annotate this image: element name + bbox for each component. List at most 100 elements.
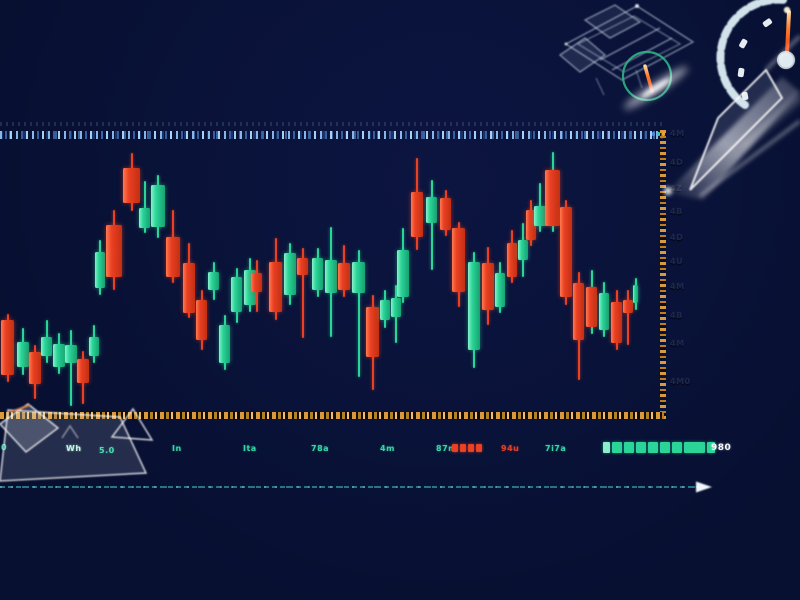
chart-border-bottom [0, 412, 664, 419]
candlestick [440, 198, 451, 230]
candlestick [65, 345, 77, 363]
candlestick [526, 210, 536, 240]
green-bar-segment [603, 442, 610, 453]
candlestick [338, 263, 350, 290]
candlestick [426, 197, 437, 223]
legend-label: 980 [711, 443, 732, 453]
candlestick [208, 272, 219, 290]
legend-label: 94u [501, 444, 520, 453]
candlestick [573, 283, 584, 340]
y-axis-label: 4D [670, 233, 684, 242]
candlestick [482, 263, 494, 310]
candlestick [166, 237, 180, 277]
candle-wick [301, 248, 304, 338]
candlestick [468, 262, 480, 350]
candlestick [269, 262, 282, 312]
chart-border-top [0, 131, 666, 139]
candlestick [297, 258, 308, 275]
green-bar-segment [684, 442, 705, 453]
candlestick [196, 300, 207, 340]
candlestick [325, 260, 337, 293]
candle-wick [143, 181, 146, 233]
green-bar-segment [672, 442, 682, 453]
candlestick [611, 302, 622, 343]
candlestick [123, 168, 140, 203]
green-bar-segment [612, 442, 622, 453]
red-swatch-segment [476, 444, 482, 452]
compass-ring-icon [621, 50, 689, 110]
candle-wick [430, 180, 433, 270]
y-axis-label: 4M [670, 282, 685, 291]
candlestick [139, 208, 150, 228]
wireframe-device-icon [558, 4, 695, 96]
y-axis-label: 4M [670, 339, 685, 348]
candlestick [231, 277, 242, 312]
candle-wick [627, 290, 629, 345]
legend-green-bar [603, 442, 715, 453]
red-swatch-segment [452, 444, 458, 452]
legend-label: 78a [311, 444, 330, 453]
candlestick [53, 344, 65, 367]
candlestick [312, 258, 323, 290]
green-bar-segment [660, 442, 670, 453]
candlestick [599, 293, 609, 330]
candlestick [17, 342, 29, 367]
candlestick [380, 300, 390, 320]
candlestick [560, 207, 572, 297]
candlestick [507, 243, 517, 277]
candlestick [586, 287, 597, 327]
legend-label: In [172, 444, 182, 453]
y-axis-label: 4M0 [670, 377, 691, 386]
y-axis-label: 4U [670, 257, 684, 266]
legend-label: Ita [243, 444, 257, 453]
candlestick [183, 263, 195, 313]
candlestick [452, 228, 465, 292]
green-bar-segment [707, 442, 715, 453]
candlestick [284, 253, 296, 295]
candlestick [366, 307, 379, 357]
y-axis-label: 4M [670, 129, 685, 138]
y-axis-label: 4B [670, 207, 683, 216]
red-swatch-segment [468, 444, 474, 452]
candlestick [29, 352, 41, 384]
axis-corner-tick [657, 132, 660, 136]
legend-label: 7i7a [545, 444, 567, 453]
glass-card-icon [0, 403, 154, 482]
legend-label: 4m [380, 444, 395, 453]
axis-corner-tick [662, 132, 665, 136]
candlestick [41, 337, 52, 356]
candle-wick [70, 330, 72, 406]
candlestick [151, 185, 165, 227]
candlestick [633, 285, 638, 303]
candlestick [251, 273, 262, 292]
candlestick [534, 206, 546, 226]
legend-label: 87m [436, 444, 457, 453]
red-swatch-segment [460, 444, 466, 452]
candlestick [89, 337, 99, 356]
candlestick [1, 320, 14, 375]
candlestick [623, 300, 633, 313]
chart-border-top-faint [0, 122, 664, 126]
candlestick [391, 298, 401, 317]
candlestick [411, 192, 423, 237]
axis-corner-tick [652, 132, 655, 136]
y-axis-label: 4D [670, 158, 684, 167]
green-bar-segment [624, 442, 634, 453]
y-axis-label: 4B [670, 311, 683, 320]
candlestick [352, 262, 365, 293]
candlestick [397, 250, 409, 297]
candlestick [545, 170, 560, 226]
green-bar-segment [636, 442, 646, 453]
candlestick [95, 252, 105, 288]
candlestick [495, 273, 505, 307]
green-bar-segment [648, 442, 658, 453]
legend-red-swatch [452, 444, 482, 452]
chart-border-right [660, 130, 666, 420]
candlestick [518, 240, 528, 260]
candlestick [219, 325, 230, 363]
glass-arrow-flare-icon [664, 34, 800, 200]
candle-wick [357, 250, 360, 377]
